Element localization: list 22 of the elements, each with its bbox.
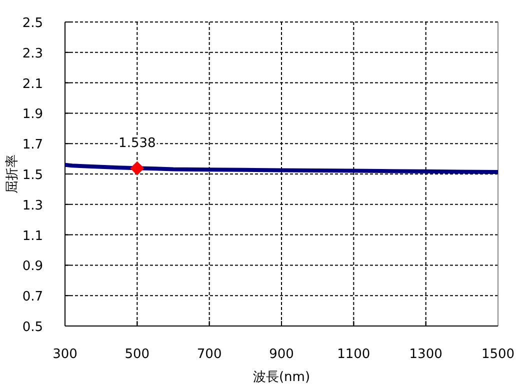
x-tick-label: 1300 bbox=[409, 347, 442, 362]
y-tick-label: 1.5 bbox=[22, 168, 43, 183]
annotation: 1.538 bbox=[118, 136, 156, 152]
y-tick-label: 1.7 bbox=[22, 138, 43, 153]
x-tick-label: 1100 bbox=[337, 347, 370, 362]
y-tick-label: 2.3 bbox=[22, 46, 43, 62]
x-tick-label: 500 bbox=[124, 347, 150, 362]
y-tick-label: 2.1 bbox=[22, 76, 43, 92]
x-tick-label: 900 bbox=[269, 347, 294, 362]
x-tick-label: 700 bbox=[196, 347, 222, 362]
y-tick-label: 1.3 bbox=[22, 198, 43, 214]
y-tick-label: 0.5 bbox=[22, 320, 43, 335]
x-tick-label: 300 bbox=[52, 347, 78, 362]
x-axis-title: 波長(nm) bbox=[252, 370, 310, 385]
y-tick-label: 0.7 bbox=[22, 290, 43, 305]
line-series bbox=[65, 162, 498, 174]
x-tick-label: 1500 bbox=[481, 347, 515, 362]
y-tick-label: 0.9 bbox=[22, 259, 43, 274]
y-tick-label: 2.5 bbox=[22, 16, 43, 31]
y-tick-label: 1.1 bbox=[22, 228, 43, 244]
y-tick-label: 1.9 bbox=[22, 107, 43, 122]
y-axis-title: 屈折率 bbox=[4, 154, 20, 194]
